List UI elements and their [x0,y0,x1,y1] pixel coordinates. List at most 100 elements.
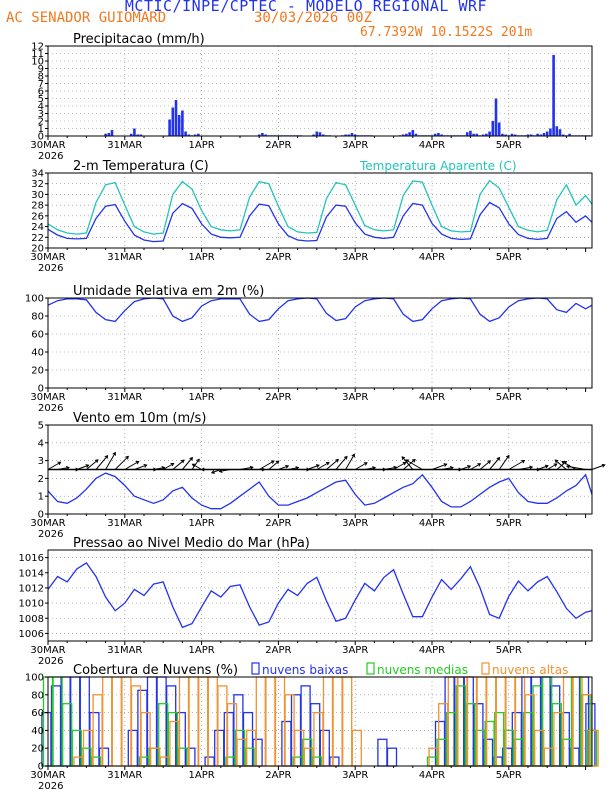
precip-bar [510,133,514,136]
precip-bar [171,107,175,136]
cloud-legend-swatch [251,662,260,675]
temp-ytick-label: 24 [31,222,44,233]
wind-arrow-head [443,463,448,467]
humid-xtick-label: 5APR [496,392,522,403]
clouds-ytick-label: 20 [31,744,44,755]
wind-arrow-head [363,462,368,466]
precip-bar [549,128,552,136]
temp-ytick-label: 26 [31,211,44,222]
wind-arrow [47,461,61,470]
wind-arrow-head [270,460,275,464]
temp-line-temperatura-aparente [47,179,593,235]
precip-bar [488,131,491,136]
precip-bar [475,133,479,136]
precip-panel [45,45,593,140]
precip-bar [318,132,322,136]
press-year-label: 2026 [38,656,63,667]
wind-arrow-head [191,463,196,468]
press-ytick-label: 1016 [19,553,44,564]
precip-bar [497,122,501,136]
cloud-legend-label: nuvens medias [377,663,468,677]
wind-arrow [124,461,139,470]
cloud-bar-nuvens-baixas [281,720,292,767]
cloud-bar-nuvens-altas [588,729,599,767]
precip-bar [469,130,472,136]
temp-xtick-label: 4APR [419,252,445,263]
cloud-legend-swatch [481,662,490,675]
precip-ytick-label: 12 [31,42,44,53]
wind-arrow [105,452,116,470]
cloud-bar-nuvens-altas [342,676,353,767]
wind-arrow-head [561,460,566,465]
wind-arrow-head [325,461,330,466]
precip-bar [472,133,475,136]
wind-arrow [470,463,481,470]
precip-bar [539,134,543,136]
wind-arrow [268,460,280,470]
press-xtick-label: 30MAR [30,645,65,656]
wind-arrow-head [477,463,482,467]
cloud-bar-nuvens-altas [188,676,199,767]
precip-bar [552,55,555,136]
wind-title: Vento em 10m (m/s) [73,411,206,426]
precip-bar [350,133,354,136]
wind-arrow-head [143,463,148,468]
wind-arrow-head [343,455,348,460]
press-xtick-label: 3APR [342,645,368,656]
precip-xtick-label: 4APR [419,140,445,151]
cloud-bar-nuvens-altas [322,676,334,767]
precip-bar [542,133,546,136]
precip-bar [184,131,187,136]
clouds-frame [47,676,593,767]
clouds-xtick-label: 2APR [265,770,291,781]
wind-arrow-head [565,464,570,469]
cloud-bar-nuvens-altas [207,676,218,767]
wind-xtick-label: 1APR [189,518,215,529]
humid-xtick-label: 4APR [419,392,445,403]
humid-ytick-label: 40 [31,348,44,359]
wind-arrow-head [210,470,215,474]
cloud-bar-nuvens-altas [130,685,142,767]
humid-year-label: 2026 [38,403,63,414]
wind-arrow-head [506,454,510,459]
run-date: 30/03/2026 00Z [254,10,373,26]
wind-frame [47,424,593,515]
wind-arrow-head [529,465,534,470]
wind-ytick-label: 2 [38,474,44,485]
temp-line-2-m-temperatura [47,201,593,243]
cloud-bar-nuvens-altas [332,676,343,767]
precip-xtick-label: 5APR [496,140,522,151]
wind-arrow-head [544,464,549,469]
precip-bar [491,121,495,136]
temp-legend-label: Temperatura Aparente (C) [359,159,517,173]
wind-arrow [489,457,500,470]
precip-bar [526,134,530,136]
clouds-ytick-label: 0 [38,762,44,773]
wind-arrow-head [285,464,290,469]
wind-arrow [431,463,447,470]
wind-arrow [591,464,605,470]
cloud-legend-label: nuvens altas [492,663,568,677]
precip-bar [501,133,504,136]
wind-arrow-head [94,459,99,463]
wind-arrow [554,459,567,470]
temp-year-label: 2026 [38,263,63,274]
wind-arrow-head [315,464,320,468]
wind-arrow [162,463,174,470]
cloud-bar-nuvens-altas [255,676,266,767]
precip-bar [261,133,264,136]
wind-arrow [172,459,185,470]
precip-bar [193,134,197,136]
precip-bar [168,119,171,136]
wind-arrow [498,455,510,470]
wind-arrow-head [467,465,472,469]
precip-xtick-label: 31MAR [107,140,142,151]
wind-year-label: 2026 [38,529,63,540]
wind-xtick-label: 3APR [342,518,368,529]
temp-ytick-label: 28 [31,201,44,212]
humid-ytick-label: 60 [31,330,44,341]
temp-ytick-label: 22 [31,233,44,244]
precip-xtick-label: 2APR [265,140,291,151]
wind-arrow [86,459,99,470]
precip-bar [104,133,107,136]
